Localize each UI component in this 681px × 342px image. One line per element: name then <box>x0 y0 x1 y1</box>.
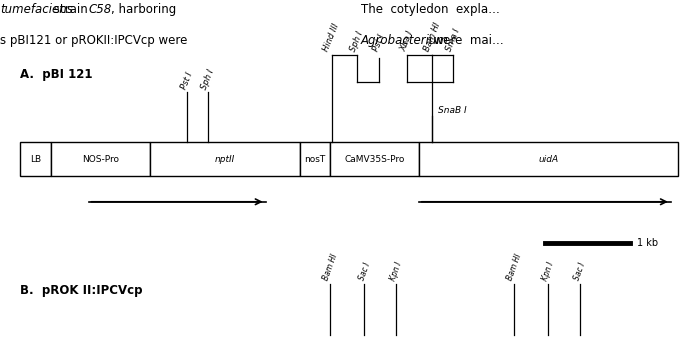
Text: Bam HI: Bam HI <box>423 22 442 53</box>
Text: A.  pBI 121: A. pBI 121 <box>20 68 93 81</box>
Text: 1 kb: 1 kb <box>637 238 658 248</box>
Text: Hind III: Hind III <box>322 23 341 53</box>
Text: Pst I: Pst I <box>372 33 387 53</box>
Text: nosT: nosT <box>304 155 326 163</box>
Text: Sma I: Sma I <box>444 28 462 53</box>
Text: were  mai…: were mai… <box>426 34 503 47</box>
Text: , harboring: , harboring <box>111 3 176 16</box>
Bar <box>300 142 330 176</box>
Text: tumefaciens: tumefaciens <box>0 3 73 16</box>
Text: strain: strain <box>50 3 95 16</box>
Text: s pBI121 or pROKII:IPCVcp were: s pBI121 or pROKII:IPCVcp were <box>0 34 187 47</box>
Text: C58: C58 <box>89 3 112 16</box>
Text: Sac I: Sac I <box>357 262 372 282</box>
Text: Xba I: Xba I <box>398 30 415 53</box>
Text: NOS-Pro: NOS-Pro <box>82 155 119 163</box>
Text: Sph I: Sph I <box>200 68 216 91</box>
Bar <box>330 142 419 176</box>
Bar <box>20 142 51 176</box>
Text: Agrobacterium: Agrobacterium <box>361 34 449 47</box>
Bar <box>51 142 150 176</box>
Text: uidA: uidA <box>538 155 558 163</box>
Text: The  cotyledon  expla…: The cotyledon expla… <box>361 3 500 16</box>
Text: Kpn I: Kpn I <box>541 261 556 282</box>
Text: LB: LB <box>30 155 42 163</box>
Text: Pst I: Pst I <box>180 71 195 91</box>
Text: B.  pROK II:IPCVcp: B. pROK II:IPCVcp <box>20 284 143 297</box>
Text: SnaB I: SnaB I <box>438 106 466 115</box>
Text: Bam HI: Bam HI <box>321 253 339 282</box>
Bar <box>150 142 300 176</box>
Text: nptII: nptII <box>215 155 235 163</box>
Text: Sph I: Sph I <box>349 30 365 53</box>
Bar <box>419 142 678 176</box>
Text: Bam HI: Bam HI <box>505 253 523 282</box>
Text: Kpn I: Kpn I <box>389 261 404 282</box>
Text: CaMV35S-Pro: CaMV35S-Pro <box>345 155 405 163</box>
Text: Sac I: Sac I <box>573 262 588 282</box>
